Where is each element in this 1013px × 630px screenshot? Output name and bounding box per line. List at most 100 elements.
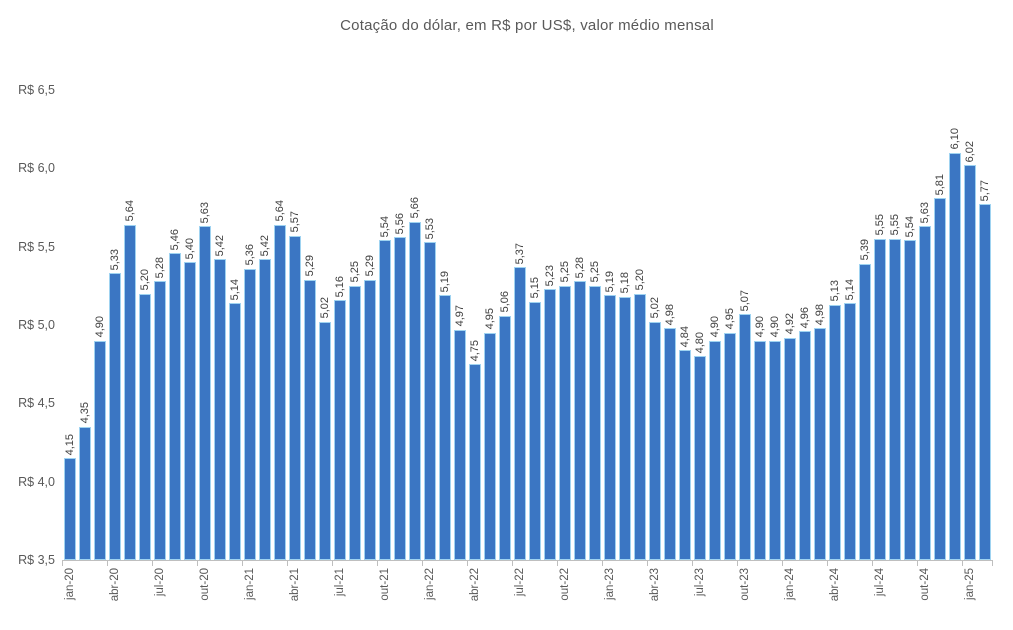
bar-abr-24	[828, 304, 841, 560]
y-axis-tick-label: R$ 5,5	[18, 239, 55, 254]
bar-value-label: 5,18	[618, 272, 631, 294]
bar-mar-20	[93, 340, 106, 560]
x-axis-label: abr-21	[288, 568, 301, 602]
bar-set-23	[723, 332, 736, 560]
x-axis-label: out-23	[738, 568, 751, 601]
y-axis-tick-label: R$ 6,5	[18, 83, 55, 97]
bar-value-label: 4,97	[453, 305, 466, 327]
x-axis-line	[62, 560, 993, 561]
x-axis-label: jul-21	[333, 568, 346, 597]
bar-value-label: 5,25	[558, 261, 571, 283]
bar-value-label: 5,53	[423, 217, 436, 239]
bar-mar-24	[813, 328, 826, 560]
x-axis-tick-mark	[647, 561, 648, 566]
x-axis-label: out-22	[558, 568, 571, 601]
y-axis-tick-label: R$ 4,5	[18, 396, 55, 411]
bar-abr-21	[288, 235, 301, 560]
bar-value-label: 5,55	[888, 214, 901, 236]
bar-out-21	[378, 240, 391, 560]
bar-dez-23	[768, 340, 781, 560]
bar-value-label: 5,77	[978, 179, 991, 202]
x-axis-tick-mark	[692, 561, 693, 566]
bar-value-label: 5,14	[228, 278, 241, 301]
bar-dez-24	[948, 152, 961, 560]
bar-value-label: 4,90	[753, 316, 766, 338]
bar-value-label: 5,64	[273, 200, 286, 222]
bar-value-label: 5,54	[378, 215, 391, 238]
bar-jun-21	[318, 321, 331, 560]
bar-jul-24	[873, 238, 886, 560]
bar-value-label: 5,39	[858, 239, 871, 261]
x-axis-label: jan-21	[243, 568, 256, 600]
x-axis-label: out-24	[918, 568, 931, 601]
bar-mai-22	[483, 332, 496, 560]
x-axis-tick-mark	[377, 561, 378, 566]
bar-value-label: 4,95	[483, 308, 496, 330]
bar-jan-22	[423, 241, 436, 560]
x-axis-tick-mark	[872, 561, 873, 566]
bar-fev-23	[618, 296, 631, 560]
bar-value-label: 4,90	[93, 316, 106, 338]
bar-value-label: 5,42	[213, 234, 226, 257]
bar-value-label: 5,14	[843, 278, 856, 301]
bar-value-label: 4,15	[63, 433, 76, 456]
bar-jul-21	[333, 299, 346, 560]
bar-value-label: 6,10	[948, 128, 961, 150]
bar-value-label: 4,96	[798, 306, 811, 329]
bar-value-label: 5,63	[198, 201, 211, 224]
bar-nov-20	[213, 259, 226, 560]
x-axis-tick-mark	[992, 561, 993, 566]
bar-ago-20	[168, 252, 181, 560]
bar-value-label: 5,19	[438, 270, 451, 293]
x-axis-tick-mark	[737, 561, 738, 566]
x-axis-tick-mark	[197, 561, 198, 566]
bar-value-label: 5,25	[348, 261, 361, 283]
x-axis-label: jan-22	[423, 568, 436, 600]
x-axis-label: jul-22	[513, 568, 526, 597]
y-axis-tick-label: R$ 3,5	[18, 553, 55, 567]
bar-value-label: 4,98	[813, 303, 826, 326]
bar-jan-25	[963, 165, 976, 560]
x-axis-tick-mark	[287, 561, 288, 566]
bar-value-label: 4,92	[783, 313, 796, 335]
bar-mai-20	[123, 224, 136, 560]
bar-value-label: 4,90	[768, 316, 781, 338]
y-axis-tick-label: R$ 6,0	[18, 161, 55, 176]
bar-abr-20	[108, 273, 121, 560]
y-axis-tick-label: R$ 4,0	[18, 474, 55, 489]
bar-jul-23	[693, 356, 706, 560]
bar-value-label: 4,90	[708, 316, 721, 338]
bar-value-label: 5,57	[288, 211, 301, 233]
bar-mai-21	[303, 279, 316, 560]
bar-mai-24	[843, 303, 856, 560]
bar-value-label: 5,29	[303, 255, 316, 277]
bar-abr-23	[648, 321, 661, 560]
bar-value-label: 5,81	[933, 173, 946, 196]
bar-ago-24	[888, 238, 901, 560]
bar-fev-22	[438, 295, 451, 560]
bar-value-label: 5,66	[408, 197, 421, 219]
bar-fev-21	[258, 259, 271, 560]
x-axis-tick-mark	[917, 561, 918, 566]
x-axis-label: jul-23	[693, 568, 706, 597]
bar-value-label: 5,06	[498, 291, 511, 313]
bar-fev-20	[78, 426, 91, 560]
bar-out-22	[558, 285, 571, 560]
x-axis-label: out-20	[198, 568, 211, 601]
bar-value-label: 5,42	[258, 234, 271, 257]
bar-out-20	[198, 226, 211, 560]
bar-value-label: 5,28	[153, 256, 166, 279]
bar-value-label: 5,20	[633, 269, 646, 291]
x-axis-tick-mark	[467, 561, 468, 566]
bar-jul-20	[153, 281, 166, 560]
bar-jan-20	[63, 458, 76, 560]
x-axis-label: jan-25	[963, 568, 976, 600]
bar-set-24	[903, 240, 916, 560]
x-axis-label: abr-20	[108, 568, 121, 602]
bar-value-label: 4,98	[663, 303, 676, 326]
bar-set-21	[363, 279, 376, 560]
x-axis-label: abr-23	[648, 568, 661, 602]
x-axis-tick-mark	[782, 561, 783, 566]
bar-nov-23	[753, 340, 766, 560]
